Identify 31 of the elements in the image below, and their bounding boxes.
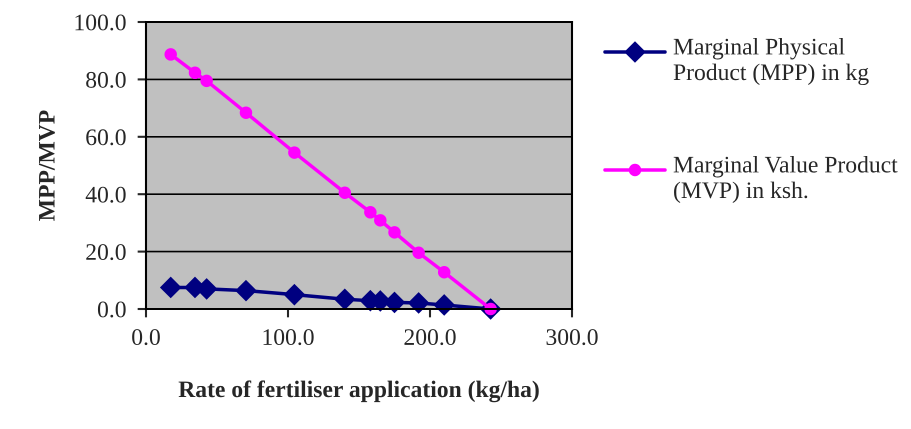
point: [288, 146, 301, 159]
point: [200, 74, 213, 88]
y-axis-title: MPP/MVP: [38, 110, 55, 221]
y-tick-label: 20.0: [86, 244, 126, 260]
y-tick-label: 0.0: [98, 301, 126, 318]
point: [364, 206, 377, 219]
point: [434, 294, 455, 316]
y-tick-label: 40.0: [86, 186, 126, 203]
x-tick-label: 300.0: [546, 329, 598, 346]
y-tick-label: 100.0: [76, 14, 126, 31]
point: [160, 276, 182, 298]
point: [408, 292, 430, 314]
point: [412, 246, 425, 259]
point: [438, 266, 450, 279]
point: [240, 106, 252, 119]
x-tick-label: 0.0: [132, 329, 160, 346]
y-tick-label: 60.0: [86, 129, 126, 146]
x-tick-label: 100.0: [264, 329, 314, 346]
point: [338, 186, 352, 200]
point: [374, 214, 387, 227]
point: [164, 48, 177, 61]
x-tick-label: 200.0: [404, 329, 456, 346]
x-axis-title: Rate of fertiliser application (kg/ha): [178, 380, 539, 402]
point: [334, 288, 356, 310]
y-tick-label: 80.0: [86, 72, 126, 88]
legend-label: Marginal Physical Product (MPP) in kg: [674, 38, 869, 86]
point: [188, 66, 202, 80]
point: [235, 280, 256, 302]
point: [388, 226, 401, 239]
point: [284, 284, 305, 306]
legend-label: Marginal Value Product (MVP) in ksh.: [674, 156, 898, 203]
